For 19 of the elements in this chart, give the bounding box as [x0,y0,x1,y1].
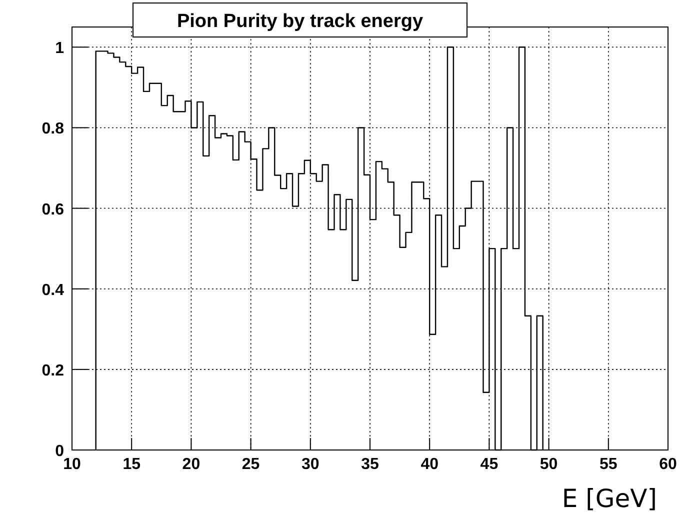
y-tick-label: 1 [55,40,64,58]
y-tick-label: 0.4 [42,282,64,299]
x-tick-label: 35 [361,456,379,473]
y-tick-label: 0.2 [42,362,64,380]
x-tick-label: 50 [540,456,558,473]
x-tick-label: 30 [302,456,320,473]
y-tick-label: 0.8 [42,120,64,138]
x-tick-label: 25 [242,456,260,473]
chart-title: Pion Purity by track energy [176,11,424,32]
x-tick-label: 15 [122,456,141,473]
x-tick-label: 60 [659,456,677,473]
x-tick-label: 55 [600,456,618,473]
x-axis-title: E [GeV] [562,484,657,513]
x-tick-label: 40 [420,456,439,473]
x-tick-label: 45 [480,456,498,473]
y-tick-label: 0.6 [42,201,64,218]
y-tick-label: 0 [55,443,64,460]
x-tick-label: 10 [63,456,81,473]
x-tick-label: 20 [182,456,200,473]
